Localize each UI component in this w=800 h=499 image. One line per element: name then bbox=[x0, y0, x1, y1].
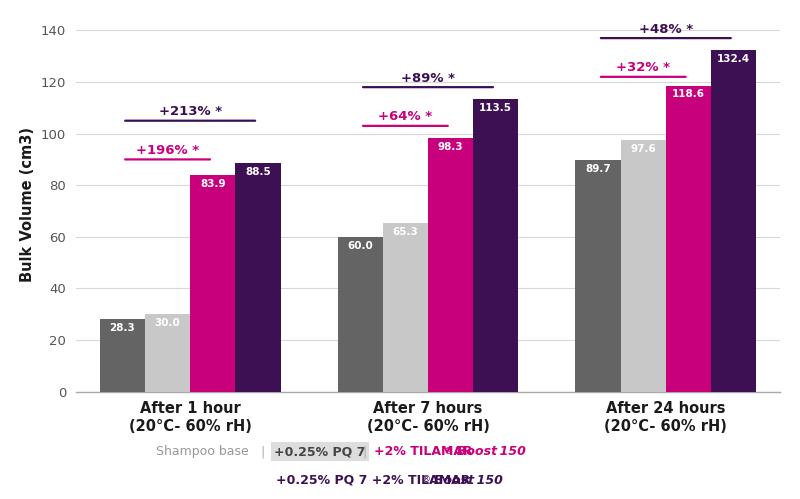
Bar bbox=[428, 138, 473, 392]
Text: +32% *: +32% * bbox=[616, 61, 670, 74]
Bar bbox=[145, 314, 190, 392]
Y-axis label: Bulk Volume (cm3): Bulk Volume (cm3) bbox=[20, 127, 35, 282]
Text: +64% *: +64% * bbox=[378, 110, 433, 123]
Text: Boost 150: Boost 150 bbox=[427, 474, 503, 487]
Bar bbox=[473, 99, 518, 392]
Text: 65.3: 65.3 bbox=[393, 227, 418, 237]
Text: 28.3: 28.3 bbox=[110, 322, 135, 332]
Text: ®: ® bbox=[444, 447, 453, 456]
Text: Boost 150: Boost 150 bbox=[450, 445, 526, 458]
Text: +2% TILAMAR: +2% TILAMAR bbox=[374, 445, 473, 458]
Bar bbox=[190, 175, 235, 392]
Text: +89% *: +89% * bbox=[401, 71, 455, 84]
Text: 30.0: 30.0 bbox=[154, 318, 181, 328]
Text: +0.25% PQ 7 +2% TILAMAR: +0.25% PQ 7 +2% TILAMAR bbox=[276, 474, 470, 487]
Text: +48% *: +48% * bbox=[638, 22, 693, 35]
Text: 83.9: 83.9 bbox=[200, 179, 226, 189]
Bar bbox=[100, 319, 145, 392]
Text: +213% *: +213% * bbox=[158, 105, 222, 118]
Text: 88.5: 88.5 bbox=[245, 167, 271, 177]
Text: ®: ® bbox=[422, 476, 430, 485]
Bar bbox=[575, 160, 621, 392]
Text: +0.25% PQ 7: +0.25% PQ 7 bbox=[274, 445, 366, 458]
Bar bbox=[338, 237, 383, 392]
Bar bbox=[711, 50, 756, 392]
Bar bbox=[666, 86, 711, 392]
Text: 60.0: 60.0 bbox=[347, 241, 373, 250]
Bar bbox=[383, 223, 428, 392]
Text: |: | bbox=[362, 445, 366, 458]
Text: 98.3: 98.3 bbox=[438, 142, 463, 152]
Text: 97.6: 97.6 bbox=[630, 144, 656, 154]
Text: 132.4: 132.4 bbox=[717, 54, 750, 64]
Text: |: | bbox=[260, 445, 265, 458]
Text: 89.7: 89.7 bbox=[585, 164, 611, 174]
Text: 118.6: 118.6 bbox=[672, 89, 705, 99]
Text: Shampoo base: Shampoo base bbox=[156, 445, 249, 458]
Text: +196% *: +196% * bbox=[136, 144, 199, 157]
Text: 113.5: 113.5 bbox=[479, 103, 512, 113]
Bar bbox=[621, 140, 666, 392]
Bar bbox=[235, 163, 281, 392]
